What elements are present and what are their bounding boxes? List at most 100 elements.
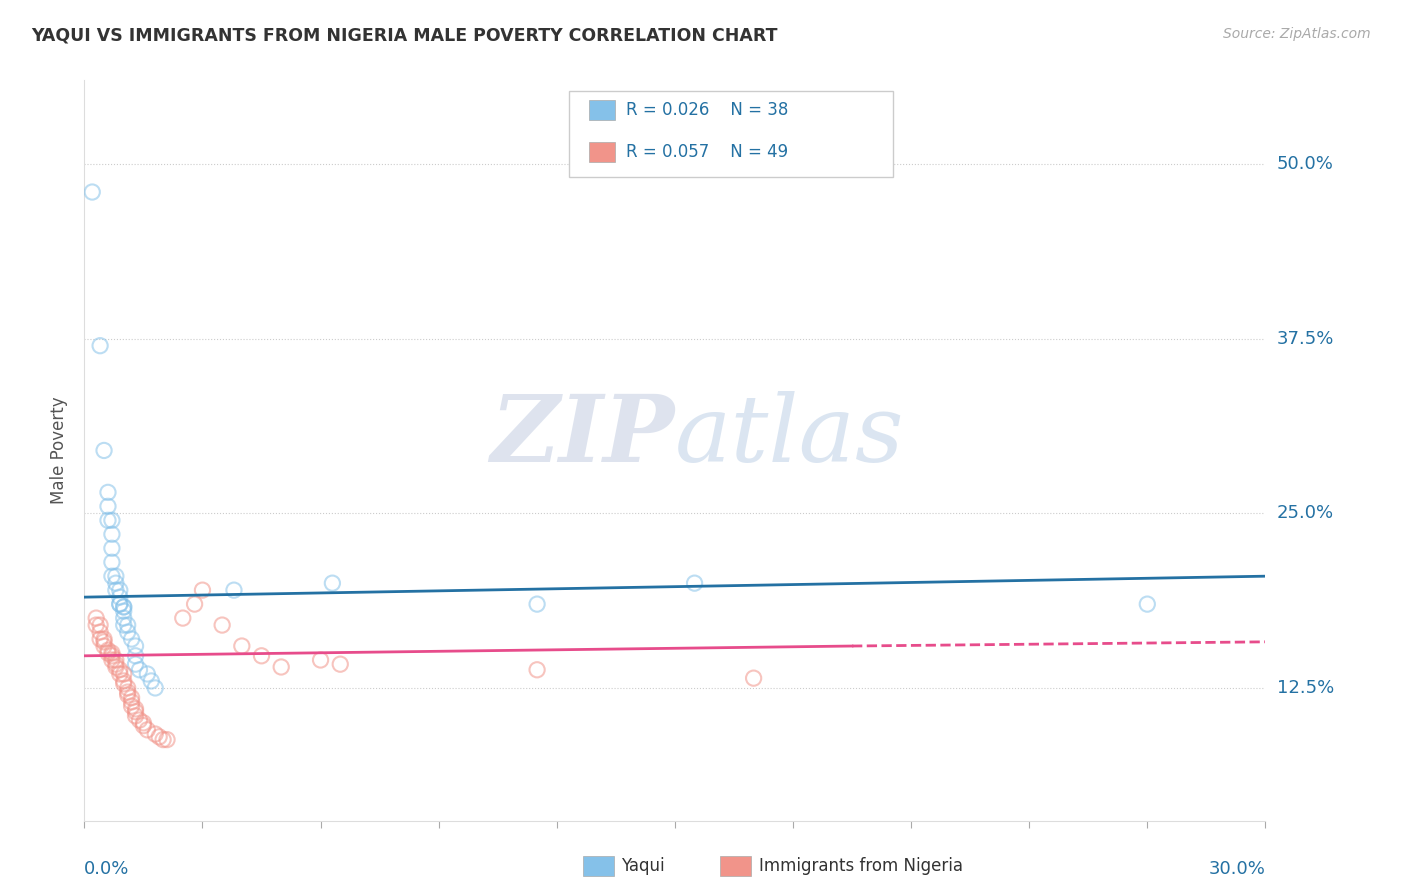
Point — [172, 611, 194, 625]
Point — [108, 597, 131, 611]
Text: 25.0%: 25.0% — [1277, 504, 1334, 523]
Point — [89, 339, 111, 353]
Point — [93, 639, 115, 653]
Point — [148, 730, 170, 744]
Point — [141, 673, 163, 688]
Point — [112, 599, 135, 614]
Point — [117, 685, 139, 699]
Point — [132, 715, 155, 730]
Point — [121, 695, 143, 709]
Point — [82, 185, 104, 199]
Text: Immigrants from Nigeria: Immigrants from Nigeria — [759, 857, 963, 875]
Text: R = 0.057    N = 49: R = 0.057 N = 49 — [627, 143, 789, 161]
Point — [124, 709, 146, 723]
Point — [124, 702, 146, 716]
Point — [101, 646, 124, 660]
Point — [104, 583, 127, 598]
Text: Source: ZipAtlas.com: Source: ZipAtlas.com — [1223, 27, 1371, 41]
Point — [121, 690, 143, 705]
Point — [89, 632, 111, 646]
Point — [97, 646, 120, 660]
Point — [112, 673, 135, 688]
Point — [124, 648, 146, 663]
Point — [742, 671, 765, 685]
Point — [97, 500, 120, 514]
Point — [121, 699, 143, 714]
Point — [156, 732, 179, 747]
Point — [108, 590, 131, 604]
Point — [101, 653, 124, 667]
FancyBboxPatch shape — [589, 142, 614, 162]
Text: 0.0%: 0.0% — [84, 860, 129, 878]
Point — [128, 713, 150, 727]
Point — [128, 663, 150, 677]
Point — [112, 667, 135, 681]
Point — [143, 727, 166, 741]
Point — [101, 541, 124, 556]
Point — [112, 677, 135, 691]
Point — [101, 648, 124, 663]
Point — [108, 583, 131, 598]
Point — [93, 632, 115, 646]
Point — [101, 513, 124, 527]
Point — [270, 660, 292, 674]
Point — [231, 639, 253, 653]
Point — [112, 611, 135, 625]
Text: R = 0.026    N = 38: R = 0.026 N = 38 — [627, 101, 789, 119]
Point — [97, 513, 120, 527]
Y-axis label: Male Poverty: Male Poverty — [51, 397, 69, 504]
Point — [104, 569, 127, 583]
Point — [152, 732, 174, 747]
FancyBboxPatch shape — [589, 100, 614, 120]
Point — [683, 576, 706, 591]
Text: Yaqui: Yaqui — [621, 857, 665, 875]
Text: 12.5%: 12.5% — [1277, 679, 1334, 697]
Point — [117, 618, 139, 632]
FancyBboxPatch shape — [568, 91, 893, 177]
Point — [124, 639, 146, 653]
Point — [211, 618, 233, 632]
Point — [97, 485, 120, 500]
Point — [101, 569, 124, 583]
Point — [89, 625, 111, 640]
Point — [93, 443, 115, 458]
Point — [84, 618, 107, 632]
Text: 30.0%: 30.0% — [1209, 860, 1265, 878]
Point — [191, 583, 214, 598]
Point — [124, 705, 146, 719]
Point — [136, 667, 159, 681]
Point — [329, 657, 352, 672]
Text: ZIP: ZIP — [491, 391, 675, 481]
Point — [93, 635, 115, 649]
Text: atlas: atlas — [675, 391, 904, 481]
Point — [104, 657, 127, 672]
Point — [108, 667, 131, 681]
Point — [104, 660, 127, 674]
Point — [117, 681, 139, 695]
Point — [117, 688, 139, 702]
Point — [124, 657, 146, 672]
Point — [321, 576, 343, 591]
Point — [104, 576, 127, 591]
Point — [108, 597, 131, 611]
Point — [84, 611, 107, 625]
Text: 50.0%: 50.0% — [1277, 155, 1333, 173]
Point — [112, 618, 135, 632]
Point — [117, 625, 139, 640]
Point — [526, 663, 548, 677]
Point — [183, 597, 205, 611]
Point — [1136, 597, 1159, 611]
Point — [104, 653, 127, 667]
Point — [250, 648, 273, 663]
Point — [121, 632, 143, 646]
Point — [132, 719, 155, 733]
Point — [101, 555, 124, 569]
Point — [101, 527, 124, 541]
Point — [526, 597, 548, 611]
Point — [89, 618, 111, 632]
Point — [309, 653, 332, 667]
Point — [112, 599, 135, 614]
Point — [143, 681, 166, 695]
Point — [112, 604, 135, 618]
Text: YAQUI VS IMMIGRANTS FROM NIGERIA MALE POVERTY CORRELATION CHART: YAQUI VS IMMIGRANTS FROM NIGERIA MALE PO… — [31, 27, 778, 45]
